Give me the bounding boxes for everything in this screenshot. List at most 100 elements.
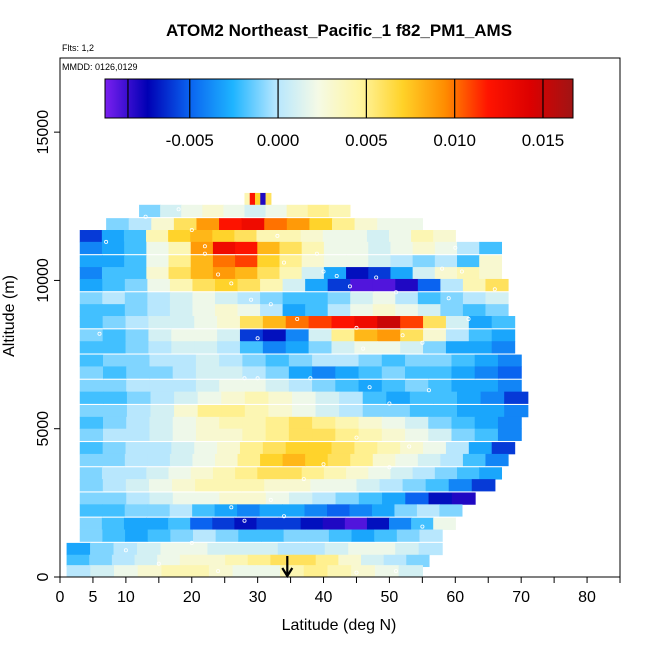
heatmap-cell [262, 316, 287, 329]
heatmap-cell [409, 391, 435, 404]
heatmap-cell [322, 517, 346, 530]
heatmap-cell [218, 479, 242, 492]
heatmap-cell [212, 255, 236, 268]
sample-point [321, 462, 326, 467]
heatmap-cell [169, 278, 194, 292]
heatmap-cell [147, 504, 171, 517]
heatmap-cell [428, 492, 453, 505]
heatmap-cell [217, 316, 241, 329]
heatmap-cell [237, 504, 261, 517]
heatmap-cell [256, 565, 281, 578]
heatmap-cell [79, 404, 104, 418]
heatmap-cell [305, 278, 329, 292]
heatmap-cell [173, 218, 198, 231]
heatmap-cell [103, 366, 127, 379]
heatmap-cell [417, 278, 441, 292]
sample-point [426, 388, 431, 393]
heatmap-cell [172, 492, 197, 505]
heatmap-cell [242, 492, 267, 505]
heatmap-cell [395, 453, 419, 467]
x-axis-label: Latitude (deg N) [282, 617, 397, 634]
heatmap-cell [102, 278, 126, 292]
heatmap-cell [234, 230, 258, 243]
heatmap-cell [307, 204, 330, 218]
heatmap-cell [239, 316, 264, 329]
sample-point [459, 269, 464, 274]
heatmap-cell [372, 292, 396, 305]
heatmap-cell [139, 204, 161, 218]
heatmap-cell [445, 442, 470, 455]
heatmap-cell [418, 542, 443, 556]
heatmap-cell [417, 304, 441, 317]
heatmap-cell [485, 278, 509, 292]
heatmap-cell [212, 467, 236, 480]
heatmap-cell [195, 379, 220, 393]
sample-point [466, 316, 471, 321]
heatmap-cell [79, 379, 104, 393]
sample-point [176, 207, 181, 212]
heatmap-cell [241, 479, 265, 492]
heatmap-cell [372, 304, 396, 317]
heatmap-cell [195, 366, 220, 379]
heatmap-cell [379, 479, 404, 492]
sample-point [268, 497, 273, 502]
heatmap-cell [79, 453, 103, 467]
heatmap-cell [288, 428, 313, 441]
heatmap-cell [474, 366, 499, 379]
heatmap-cell [417, 453, 441, 467]
heatmap-cell [212, 241, 236, 255]
heatmap-cell [283, 529, 307, 542]
heatmap-cell [368, 467, 392, 480]
heatmap-cell [237, 278, 261, 292]
heatmap-cell [285, 442, 310, 455]
x-tick-label: 80 [578, 589, 596, 606]
heatmap-cell [126, 428, 151, 441]
heatmap-cell [479, 267, 503, 280]
heatmap-cell [354, 442, 378, 455]
heatmap-cell [101, 255, 125, 268]
heatmap-cell [202, 554, 226, 568]
heatmap-cell [172, 379, 197, 393]
heatmap-cell [124, 304, 148, 317]
heatmap-cell [351, 529, 375, 542]
heatmap-cell [386, 391, 411, 404]
heatmap-cell [350, 292, 374, 305]
heatmap-cell [219, 416, 243, 430]
heatmap-cell [126, 391, 152, 404]
heatmap-cell [265, 204, 288, 218]
sample-point [361, 346, 366, 351]
heatmap-cell [160, 204, 182, 218]
heatmap-cell [395, 278, 419, 292]
heatmap-cell [423, 329, 447, 342]
heatmap-cell [362, 404, 387, 418]
heatmap-cell [125, 341, 150, 354]
heatmap-cell [381, 416, 406, 430]
sample-point [249, 297, 254, 302]
heatmap-cell [239, 329, 264, 342]
heatmap-cell [101, 267, 125, 280]
heatmap-cell [331, 341, 355, 354]
heatmap-cell [389, 230, 412, 243]
heatmap-cell [256, 517, 280, 530]
heatmap-cell [381, 428, 406, 441]
heatmap-cell [168, 517, 191, 530]
heatmap-cell [172, 366, 197, 379]
heatmap-cell [208, 565, 234, 578]
heatmap-cell [282, 278, 306, 292]
heatmap-cell [79, 442, 104, 455]
heatmap-cell [126, 366, 151, 379]
heatmap-cell [308, 442, 333, 455]
heatmap-cell [315, 554, 339, 568]
heatmap-cell [79, 366, 104, 379]
heatmap-cell [308, 316, 333, 329]
x-tick-label: 50 [381, 589, 399, 606]
heatmap-cell [390, 467, 414, 480]
heatmap-cell [239, 341, 264, 354]
sample-point [202, 251, 207, 256]
heatmap-cell [149, 428, 174, 441]
heatmap-cell [346, 267, 369, 280]
heatmap-cell [185, 565, 210, 578]
heatmap-cell [79, 341, 104, 354]
x-tick-label: 5 [88, 589, 97, 606]
current-latitude-arrow [281, 556, 294, 579]
